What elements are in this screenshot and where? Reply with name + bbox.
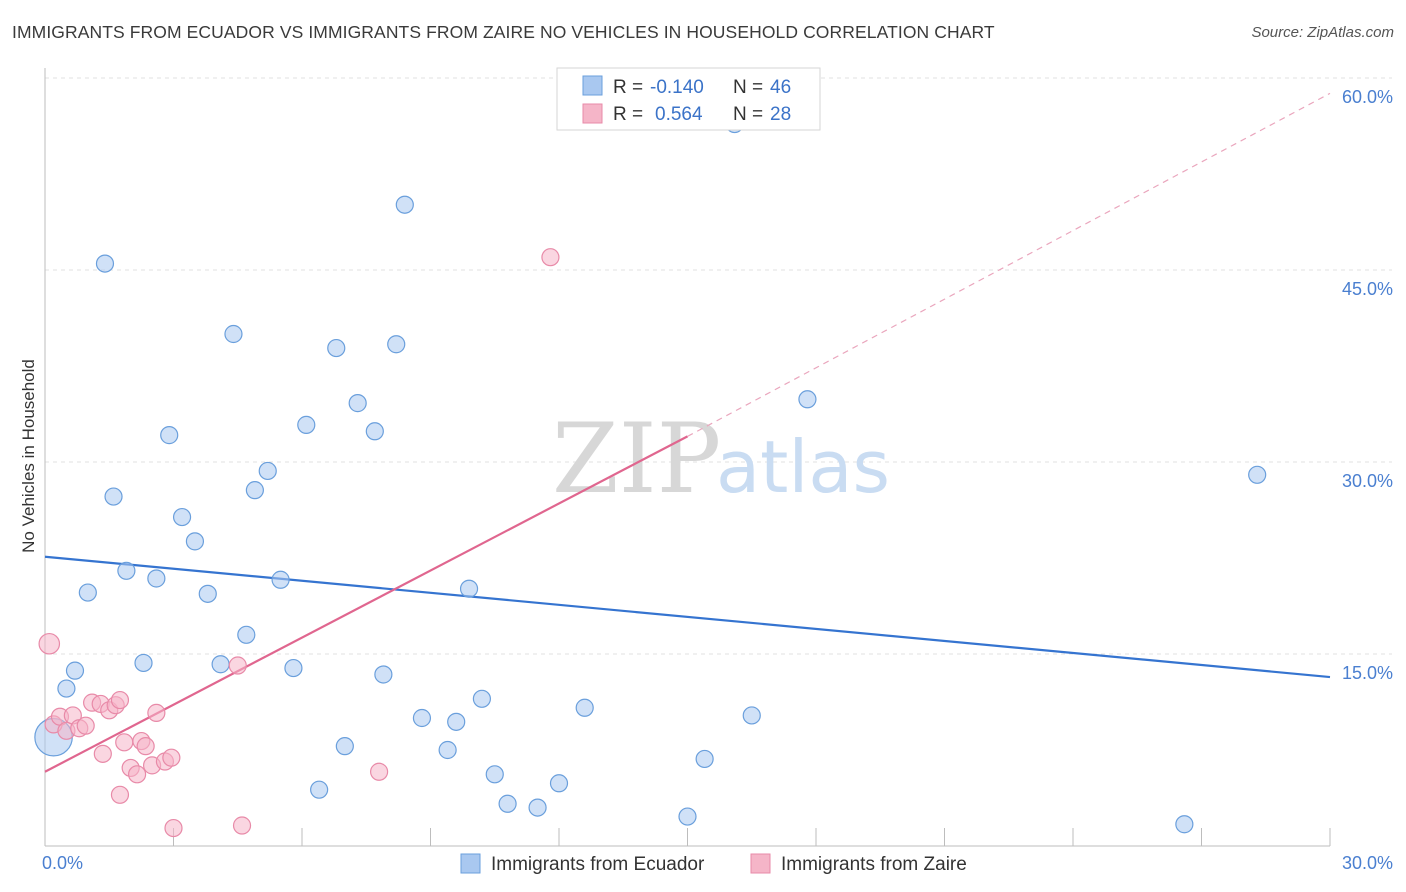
- axes: [44, 68, 1331, 847]
- point-zaire: [38, 632, 61, 655]
- point-zaire: [232, 816, 252, 835]
- point-ecuador: [447, 712, 466, 731]
- point-ecuador: [237, 625, 256, 644]
- point-ecuador: [57, 679, 76, 698]
- point-zaire: [136, 737, 155, 756]
- tick-labels: 15.0% 30.0% 45.0% 60.0% 0.0% 30.0%: [42, 87, 1393, 873]
- y-tick-label: 45.0%: [1342, 279, 1393, 299]
- y-tick-label: 15.0%: [1342, 663, 1393, 683]
- legend-swatch-ecuador: [582, 75, 603, 96]
- legend-r-label-ecuador: R =: [613, 77, 643, 98]
- chart-title: IMMIGRANTS FROM ECUADOR VS IMMIGRANTS FR…: [12, 22, 995, 42]
- point-ecuador: [348, 394, 367, 413]
- point-ecuador: [459, 579, 479, 598]
- point-zaire: [541, 248, 560, 267]
- point-zaire: [147, 703, 166, 722]
- point-ecuador: [528, 798, 547, 817]
- trend-line-ecuador: [44, 555, 1331, 679]
- point-zaire: [110, 690, 130, 710]
- point-ecuador: [104, 487, 123, 506]
- point-ecuador: [134, 653, 153, 673]
- point-zaire: [93, 744, 112, 763]
- legend-n-label-zaire: N =: [733, 104, 763, 125]
- legend-n-value-ecuador: 46: [770, 77, 791, 98]
- point-ecuador: [198, 584, 217, 603]
- point-ecuador: [211, 655, 230, 674]
- point-ecuador: [117, 561, 136, 580]
- point-ecuador: [485, 765, 504, 784]
- point-ecuador: [284, 658, 303, 678]
- watermark: ZIP atlas: [552, 403, 890, 515]
- point-zaire: [115, 733, 134, 752]
- point-zaire: [110, 785, 130, 804]
- point-ecuador: [1175, 815, 1194, 834]
- chart-source: Source: ZipAtlas.com: [1251, 24, 1394, 41]
- point-ecuador: [387, 335, 406, 354]
- legend-r-value-ecuador: -0.140: [650, 77, 704, 98]
- point-ecuador: [374, 665, 393, 684]
- point-ecuador: [95, 254, 115, 273]
- point-zaire: [76, 716, 95, 735]
- point-ecuador: [258, 461, 277, 481]
- x-tick-label: 30.0%: [1342, 853, 1393, 873]
- point-ecuador: [224, 324, 243, 344]
- point-ecuador: [365, 422, 384, 441]
- point-ecuador: [549, 774, 569, 793]
- point-ecuador: [335, 737, 354, 756]
- point-ecuador: [742, 706, 761, 725]
- point-zaire: [127, 765, 147, 784]
- point-zaire: [164, 818, 183, 838]
- point-ecuador: [172, 507, 192, 527]
- point-ecuador: [271, 570, 290, 589]
- point-ecuador: [678, 807, 697, 826]
- point-ecuador: [297, 415, 316, 434]
- trend-line-zaire: [44, 435, 689, 773]
- y-tick-label: 30.0%: [1342, 471, 1393, 491]
- data-points: [34, 114, 1267, 838]
- point-ecuador: [245, 481, 264, 500]
- point-zaire: [162, 748, 181, 767]
- point-ecuador: [438, 740, 457, 760]
- point-ecuador: [1248, 465, 1267, 484]
- legend-n-value-zaire: 28: [770, 104, 791, 125]
- legend-n-label-ecuador: N =: [733, 77, 763, 98]
- series-legend-swatch-zaire: [750, 853, 771, 874]
- trend-line-zaire-extension: [687, 92, 1331, 437]
- series-legend: Immigrants from Ecuador Immigrants from …: [460, 853, 967, 875]
- point-ecuador: [78, 583, 97, 602]
- point-ecuador: [695, 749, 714, 769]
- stats-legend: R = -0.140 N = 46 R = 0.564 N = 28: [556, 67, 821, 131]
- point-ecuador: [327, 338, 346, 358]
- series-legend-swatch-ecuador: [460, 853, 481, 874]
- watermark-atlas: atlas: [716, 425, 890, 509]
- point-ecuador: [147, 569, 166, 588]
- point-zaire: [228, 656, 247, 675]
- legend-r-value-zaire: 0.564: [655, 104, 703, 125]
- series-legend-label-zaire: Immigrants from Zaire: [781, 854, 967, 875]
- point-ecuador: [412, 708, 432, 728]
- point-ecuador: [472, 689, 491, 708]
- point-ecuador: [160, 426, 179, 445]
- watermark-zip: ZIP: [552, 403, 721, 515]
- point-ecuador: [310, 780, 329, 799]
- gridlines: [45, 77, 1392, 655]
- point-ecuador: [575, 698, 594, 717]
- point-ecuador: [65, 661, 85, 680]
- legend-r-label-zaire: R =: [613, 104, 643, 125]
- point-ecuador: [498, 794, 517, 813]
- legend-swatch-zaire: [582, 103, 603, 124]
- point-ecuador: [395, 195, 414, 214]
- x-tick-label: 0.0%: [42, 853, 83, 873]
- y-tick-label: 60.0%: [1342, 87, 1393, 107]
- series-legend-label-ecuador: Immigrants from Ecuador: [491, 854, 705, 875]
- point-zaire: [370, 762, 389, 781]
- point-ecuador: [185, 532, 205, 551]
- point-ecuador: [798, 390, 817, 409]
- y-axis-title: No Vehicles in Household: [19, 359, 38, 553]
